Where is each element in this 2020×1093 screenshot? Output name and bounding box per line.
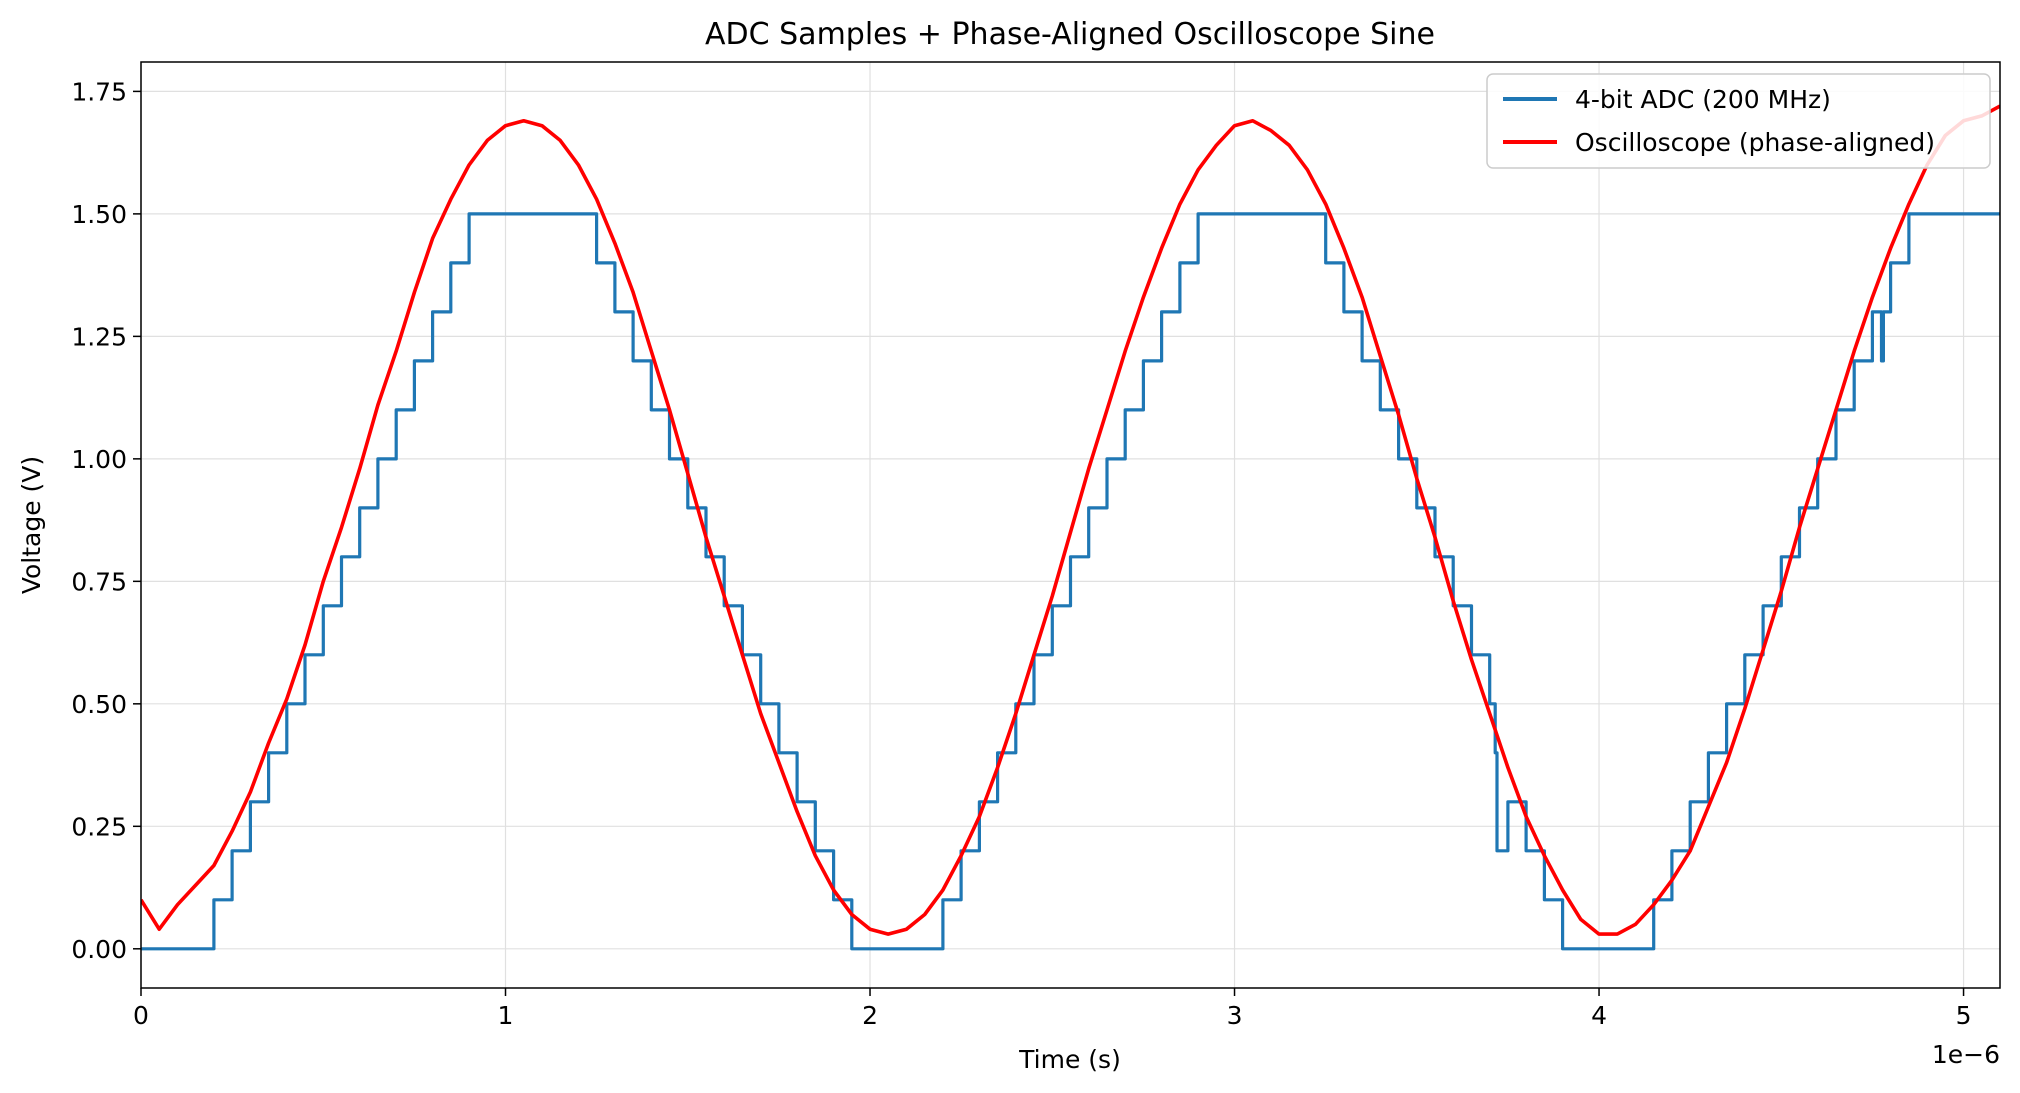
series-line-adc [141,212,2000,951]
plot-area [141,104,2000,951]
y-axis-label: Voltage (V) [17,456,46,594]
y-tick-label: 0.50 [71,690,127,719]
x-tick-label: 4 [1591,1001,1607,1030]
legend-label-adc: 4-bit ADC (200 MHz) [1575,85,1831,114]
legend-box [1486,73,1991,169]
y-tick-label: 0.75 [71,567,127,596]
legend-label-oscilloscope: Oscilloscope (phase-aligned) [1575,128,1935,157]
x-tick-label: 0 [133,1001,149,1030]
y-tick-label: 1.25 [71,322,127,351]
x-tick-label: 5 [1956,1001,1972,1030]
y-tick-label: 1.75 [71,77,127,106]
y-tick-label: 0.00 [71,935,127,964]
y-tick-label: 1.50 [71,200,127,229]
chart-title: ADC Samples + Phase-Aligned Oscilloscope… [705,17,1435,52]
x-tick-label: 3 [1227,1001,1243,1030]
x-axis-label: Time (s) [1018,1045,1121,1074]
x-axis-multiplier: 1e−6 [1932,1040,2000,1069]
legend: 4-bit ADC (200 MHz) Oscilloscope (phase-… [1486,73,1991,169]
plot-frame [140,61,2001,989]
y-tick-label: 1.00 [71,445,127,474]
y-tick-label: 0.25 [71,812,127,841]
x-tick-label: 2 [862,1001,878,1030]
series-layer [141,104,2000,951]
series-line-oscilloscope [141,104,2000,936]
axis-ticks: 0 1 2 3 4 5 0.00 0.25 0.50 0.75 1.00 1.25 1.50 1.75 [71,77,1971,1030]
x-tick-label: 1 [498,1001,514,1030]
